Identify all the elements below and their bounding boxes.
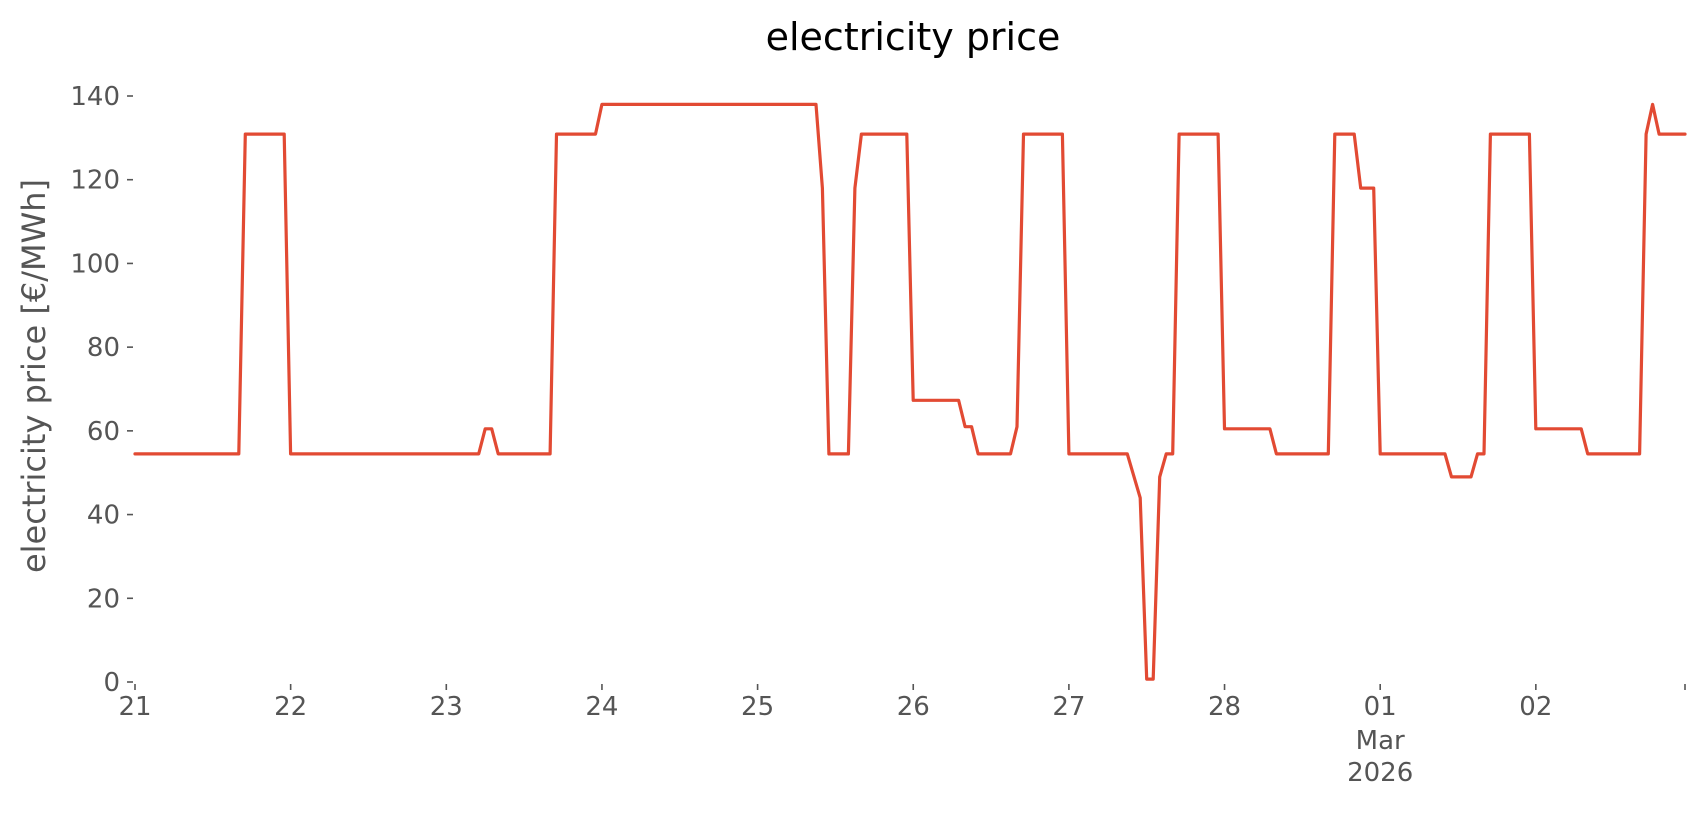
x-tick-label: 27 bbox=[1052, 692, 1085, 722]
x-tick-label: 25 bbox=[741, 692, 774, 722]
x-tick-label: 02 bbox=[1519, 692, 1552, 722]
x-tick-label: 28 bbox=[1208, 692, 1241, 722]
y-tick-label: 100 bbox=[70, 249, 120, 279]
x-tick-label: 26 bbox=[897, 692, 930, 722]
x-tick-label: 24 bbox=[585, 692, 618, 722]
y-tick-label: 80 bbox=[87, 333, 120, 363]
y-axis-label: electricity price [€/MWh] bbox=[15, 179, 53, 573]
y-tick-label: 20 bbox=[87, 584, 120, 614]
x-tick-label: 22 bbox=[274, 692, 307, 722]
y-tick-label: 140 bbox=[70, 82, 120, 112]
y-axis: 0 20 40 60 80 100 120 140 bbox=[70, 82, 133, 698]
plot-area bbox=[133, 102, 1687, 681]
x-tick-sublabel: Mar bbox=[1356, 726, 1405, 756]
chart-title: electricity price bbox=[766, 15, 1061, 59]
series-line-electricity-price bbox=[133, 102, 1687, 681]
y-tick-label: 60 bbox=[87, 417, 120, 447]
y-tick-label: 0 bbox=[103, 668, 120, 698]
y-tick-label: 40 bbox=[87, 501, 120, 531]
x-tick-label: 23 bbox=[430, 692, 463, 722]
x-tick-sublabel: 2026 bbox=[1347, 758, 1413, 788]
x-tick-label: 21 bbox=[118, 692, 151, 722]
x-tick-label: 01 bbox=[1364, 692, 1397, 722]
y-tick-label: 120 bbox=[70, 166, 120, 196]
